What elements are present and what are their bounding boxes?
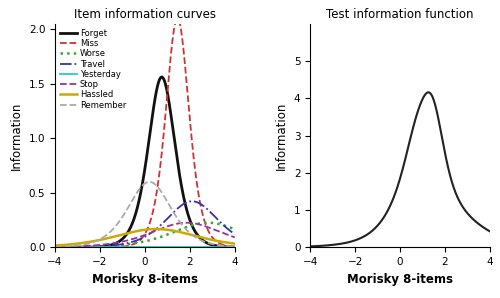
- Miss: [232, 245, 238, 249]
- Travel: [124, 241, 130, 245]
- Remember: [131, 195, 137, 199]
- Hassled: [176, 230, 182, 234]
- X-axis label: Morisky 8-items: Morisky 8-items: [347, 273, 453, 285]
- Yesterday: [196, 246, 202, 249]
- Hassled: [153, 227, 159, 231]
- Stop: [124, 239, 130, 242]
- Line: Miss: Miss: [55, 18, 235, 247]
- Travel: [52, 246, 58, 249]
- Title: Test information function: Test information function: [326, 8, 474, 21]
- Worse: [124, 243, 130, 246]
- Miss: [70, 246, 76, 249]
- Line: Travel: Travel: [55, 201, 235, 247]
- Yesterday: [70, 246, 76, 249]
- Miss: [174, 16, 180, 20]
- Forget: [192, 230, 198, 234]
- Stop: [232, 235, 238, 239]
- Travel: [192, 200, 198, 204]
- Stop: [192, 222, 198, 225]
- Yesterday: [131, 246, 137, 249]
- Forget: [70, 246, 76, 249]
- Yesterday: [232, 246, 238, 249]
- Stop: [184, 221, 190, 224]
- Stop: [176, 222, 182, 225]
- Hassled: [70, 242, 76, 246]
- Remember: [176, 218, 182, 222]
- Stop: [196, 223, 202, 226]
- X-axis label: Morisky 8-items: Morisky 8-items: [92, 273, 198, 285]
- Remember: [146, 180, 152, 184]
- Stop: [52, 245, 58, 249]
- Travel: [189, 199, 195, 203]
- Forget: [52, 246, 58, 249]
- Yesterday: [142, 246, 148, 249]
- Line: Remember: Remember: [55, 182, 235, 247]
- Hassled: [232, 242, 238, 246]
- Line: Forget: Forget: [55, 77, 235, 247]
- Travel: [196, 201, 202, 205]
- Y-axis label: Information: Information: [276, 101, 288, 170]
- Remember: [124, 207, 130, 210]
- Y-axis label: Information: Information: [10, 101, 23, 170]
- Forget: [158, 75, 164, 79]
- Line: Stop: Stop: [55, 223, 235, 247]
- Remember: [232, 245, 238, 249]
- Miss: [131, 242, 137, 246]
- Miss: [192, 170, 198, 174]
- Title: Item information curves: Item information curves: [74, 8, 216, 21]
- Hassled: [52, 244, 58, 247]
- Yesterday: [192, 246, 198, 249]
- Hassled: [131, 230, 137, 233]
- Forget: [232, 245, 238, 249]
- Travel: [70, 245, 76, 249]
- Travel: [176, 206, 182, 209]
- Line: Hassled: Hassled: [55, 229, 235, 246]
- Stop: [70, 245, 76, 248]
- Remember: [52, 245, 58, 249]
- Hassled: [192, 234, 198, 238]
- Yesterday: [176, 246, 182, 249]
- Worse: [70, 245, 76, 249]
- Line: Worse: Worse: [55, 223, 235, 247]
- Forget: [131, 217, 137, 220]
- Forget: [176, 167, 182, 171]
- Worse: [52, 245, 58, 249]
- Hassled: [124, 231, 130, 235]
- Miss: [196, 193, 202, 196]
- Remember: [196, 237, 202, 241]
- Worse: [176, 229, 182, 232]
- Remember: [192, 235, 198, 239]
- Yesterday: [124, 246, 130, 249]
- Forget: [124, 231, 130, 234]
- Travel: [232, 232, 238, 236]
- Worse: [205, 221, 211, 224]
- Miss: [176, 18, 182, 21]
- Remember: [70, 244, 76, 248]
- Forget: [196, 235, 202, 238]
- Yesterday: [52, 246, 58, 249]
- Stop: [131, 237, 137, 240]
- Legend: Forget, Miss, Worse, Travel, Yesterday, Stop, Hassled, Remember: Forget, Miss, Worse, Travel, Yesterday, …: [59, 28, 127, 111]
- Miss: [52, 246, 58, 249]
- Hassled: [196, 235, 202, 238]
- Travel: [131, 240, 137, 243]
- Worse: [232, 227, 238, 231]
- Worse: [131, 242, 137, 245]
- Worse: [192, 223, 198, 226]
- Miss: [124, 244, 130, 248]
- Worse: [196, 222, 202, 226]
